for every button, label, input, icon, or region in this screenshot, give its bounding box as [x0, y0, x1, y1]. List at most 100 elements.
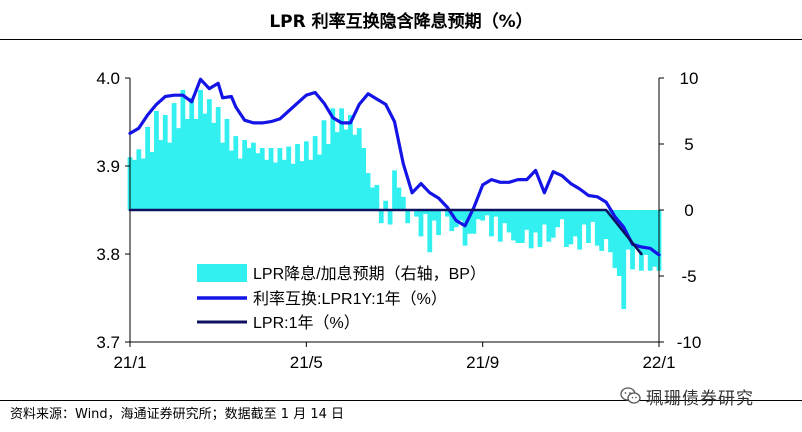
- left-tick-label: 3.7: [96, 333, 120, 352]
- bar: [564, 210, 569, 247]
- bar: [471, 210, 477, 234]
- lpr-line: [128, 208, 643, 256]
- bar: [638, 210, 644, 271]
- right-tick-label: 10: [680, 69, 699, 88]
- bar: [630, 210, 635, 270]
- legend-swatch-bars: [197, 264, 247, 282]
- bar: [652, 210, 657, 267]
- bar: [303, 141, 309, 210]
- bar: [308, 159, 314, 210]
- right-tick-label: 5: [684, 135, 693, 154]
- bar: [493, 210, 499, 217]
- bar: [330, 108, 336, 210]
- wechat-icon: [620, 387, 641, 404]
- bar: [167, 142, 173, 210]
- x-tick-label: 21/5: [290, 353, 323, 372]
- bar: [497, 210, 503, 242]
- bar: [599, 210, 605, 251]
- bar: [348, 114, 353, 210]
- bar: [445, 210, 450, 217]
- bar: [519, 210, 525, 243]
- bar: [634, 210, 640, 249]
- x-tick-label: 22/1: [642, 353, 675, 372]
- bar: [449, 210, 455, 232]
- bar: [184, 118, 190, 210]
- bar: [374, 184, 380, 210]
- bar: [286, 146, 292, 210]
- bar: [484, 210, 490, 216]
- bar: [233, 136, 239, 210]
- bar: [405, 210, 411, 224]
- bar: [414, 210, 419, 217]
- bar: [594, 210, 600, 246]
- bar: [511, 210, 516, 241]
- bar: [555, 210, 561, 228]
- bar: [515, 210, 521, 243]
- swap-line: [128, 77, 661, 257]
- legend-label: LPR降息/加息预期（右轴，BP）: [253, 265, 486, 283]
- bar: [396, 187, 402, 210]
- bar: [356, 128, 362, 210]
- bar: [255, 153, 261, 210]
- bar: [502, 210, 508, 224]
- bar: [462, 210, 468, 246]
- bar: [193, 118, 199, 210]
- bar: [136, 149, 142, 210]
- bar: [321, 120, 327, 210]
- right-tick-label: 0: [684, 201, 693, 220]
- chart-title: LPR 利率互换隐含降息预期（%）: [269, 12, 533, 32]
- bar: [242, 140, 248, 210]
- bar: [436, 210, 441, 236]
- bar: [281, 159, 287, 210]
- bar: [533, 210, 538, 233]
- bar: [546, 210, 552, 242]
- bar: [220, 142, 225, 210]
- bar: [317, 154, 322, 210]
- bar: [612, 210, 618, 269]
- bar: [550, 210, 556, 238]
- left-tick-label: 4.0: [96, 69, 120, 88]
- bar: [590, 210, 596, 222]
- bar: [467, 210, 472, 234]
- tick-labels: 4.0 3.9 3.8 3.7 10 5 0 -5 -10 21/1 21/5 21/9 22/1: [96, 69, 701, 372]
- bar: [264, 159, 270, 210]
- bar: [475, 210, 481, 220]
- bar: [506, 210, 512, 233]
- bar: [427, 210, 433, 253]
- line-series: [128, 77, 661, 257]
- bar: [392, 170, 397, 210]
- bar: [189, 97, 195, 210]
- bar: [370, 187, 375, 210]
- bar: [603, 210, 609, 240]
- bar: [608, 210, 613, 253]
- bar: [572, 210, 578, 237]
- bar: [365, 173, 371, 210]
- bar: [237, 158, 243, 210]
- bar: [334, 132, 340, 210]
- bar: [224, 118, 230, 210]
- bar: [343, 129, 349, 210]
- bar: [268, 147, 274, 210]
- bar: [180, 89, 186, 210]
- bar: [202, 113, 208, 210]
- bar: [228, 150, 234, 210]
- bar: [422, 210, 428, 214]
- bar: [568, 210, 574, 245]
- right-tick-label: -5: [681, 267, 696, 286]
- bar: [528, 210, 534, 249]
- bar: [277, 147, 283, 210]
- legend-label: 利率互换:LPR1Y:1年（%）: [253, 290, 447, 308]
- tick-marks: [125, 77, 664, 347]
- bar: [387, 210, 393, 225]
- bar: [524, 210, 530, 230]
- bar: [290, 163, 296, 210]
- top-rule: [0, 39, 802, 40]
- bar: [273, 162, 278, 210]
- bar: [458, 210, 464, 221]
- bar: [339, 108, 344, 210]
- bar: [176, 128, 181, 210]
- watermark-text: 珮珊债券研究: [646, 388, 754, 409]
- bar: [211, 122, 217, 210]
- bar: [577, 210, 583, 250]
- bottom-rule: [0, 400, 802, 401]
